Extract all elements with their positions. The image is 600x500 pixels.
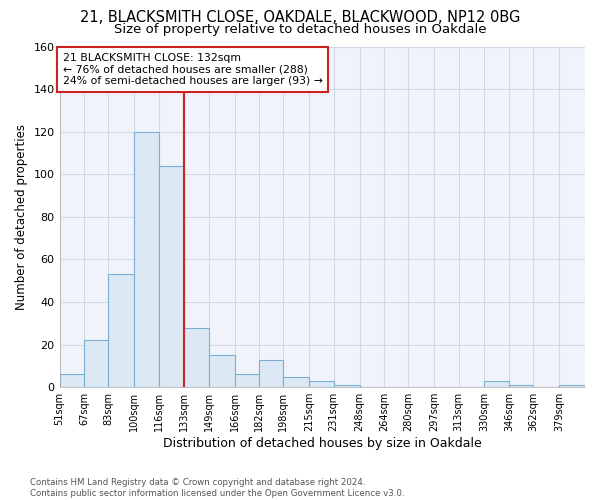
X-axis label: Distribution of detached houses by size in Oakdale: Distribution of detached houses by size …	[163, 437, 482, 450]
Bar	[310, 381, 334, 387]
Text: 21 BLACKSMITH CLOSE: 132sqm
← 76% of detached houses are smaller (288)
24% of se: 21 BLACKSMITH CLOSE: 132sqm ← 76% of det…	[62, 53, 322, 86]
Bar	[184, 328, 209, 387]
Bar	[108, 274, 134, 387]
Text: Size of property relative to detached houses in Oakdale: Size of property relative to detached ho…	[114, 22, 486, 36]
Bar	[484, 381, 509, 387]
Bar	[334, 385, 359, 387]
Bar	[134, 132, 158, 387]
Bar	[158, 166, 184, 387]
Bar	[283, 376, 310, 387]
Bar	[559, 385, 585, 387]
Bar	[235, 374, 259, 387]
Text: Contains HM Land Registry data © Crown copyright and database right 2024.
Contai: Contains HM Land Registry data © Crown c…	[30, 478, 404, 498]
Bar	[259, 360, 283, 387]
Bar	[509, 385, 533, 387]
Y-axis label: Number of detached properties: Number of detached properties	[15, 124, 28, 310]
Bar	[84, 340, 108, 387]
Bar	[209, 356, 235, 387]
Text: 21, BLACKSMITH CLOSE, OAKDALE, BLACKWOOD, NP12 0BG: 21, BLACKSMITH CLOSE, OAKDALE, BLACKWOOD…	[80, 10, 520, 25]
Bar	[59, 374, 84, 387]
